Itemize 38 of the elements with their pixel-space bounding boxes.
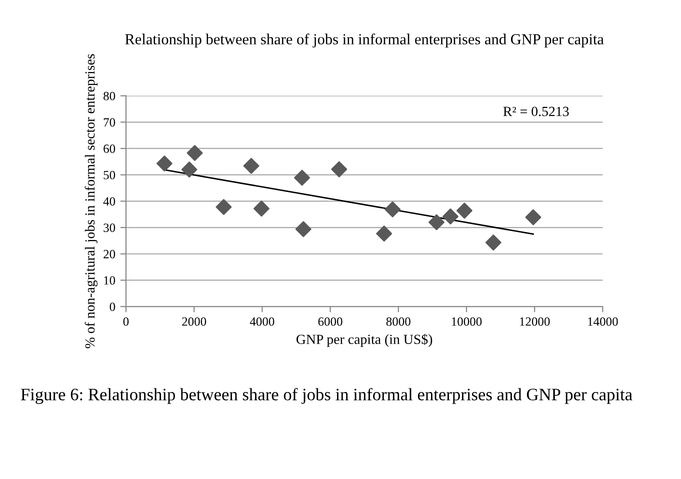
point <box>294 170 310 186</box>
y-tick-label: 70 <box>104 118 116 127</box>
y-tick-label: 40 <box>103 197 116 206</box>
x-tick-label: 14000 <box>588 317 618 326</box>
point <box>181 162 198 178</box>
y-axis-title: % of non-agritural jobs in informal sector entreprises <box>84 54 98 348</box>
point <box>485 234 502 251</box>
y-tick-label: 50 <box>104 170 116 180</box>
point <box>186 144 203 161</box>
x-tick-label: 8000 <box>386 317 410 326</box>
y-tick-label: 80 <box>104 92 116 100</box>
x-tick-label: 10000 <box>452 317 482 326</box>
x-axis-title: GNP per capita (in US$) <box>296 334 432 347</box>
annotation: R² = 0.5213 <box>503 106 569 116</box>
point <box>456 202 472 219</box>
x-tick-label: 0 <box>123 317 129 326</box>
point <box>254 200 270 217</box>
point <box>376 226 392 242</box>
point <box>384 201 401 218</box>
x-tick-label: 6000 <box>318 317 342 326</box>
y-tick-label: 60 <box>104 144 116 153</box>
x-tick-label: 12000 <box>520 317 550 326</box>
point <box>156 156 172 172</box>
point <box>428 214 444 230</box>
y-tick-label: 20 <box>104 250 116 258</box>
point <box>243 158 260 174</box>
x-tick-label: 2000 <box>182 317 206 326</box>
chart-title: Relationship between share of jobs in informal enterprises and GNP per capita <box>125 34 604 48</box>
y-tick-label: 30 <box>104 224 116 232</box>
point <box>331 161 348 178</box>
point <box>216 199 232 215</box>
point <box>295 221 312 238</box>
y-tick-label: 0 <box>110 302 116 312</box>
x-tick-label: 4000 <box>250 317 274 326</box>
point <box>442 208 458 224</box>
point <box>525 209 542 226</box>
caption: Figure 6: Relationship between share of jobs in informal enterprises and GNP per capita <box>20 388 632 404</box>
y-tick-label: 10 <box>104 276 116 285</box>
